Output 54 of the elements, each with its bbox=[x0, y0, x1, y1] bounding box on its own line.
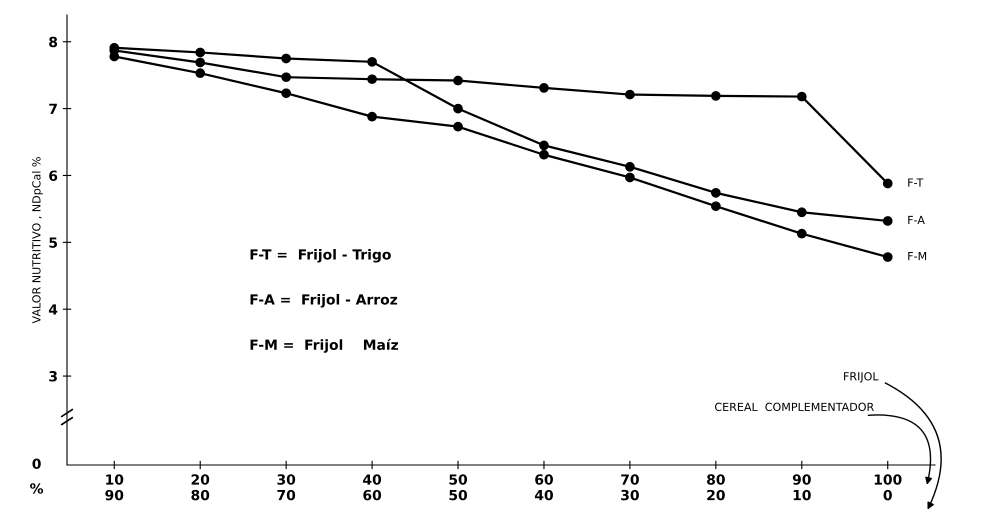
point bbox=[367, 74, 377, 84]
x-tick-label: 10 90 bbox=[105, 474, 124, 500]
annotation: FRIJOL bbox=[844, 372, 879, 383]
y-tick-label: 7 bbox=[49, 104, 57, 114]
point bbox=[281, 54, 292, 64]
point bbox=[710, 91, 721, 101]
x-tick-label: 30 70 bbox=[277, 474, 296, 500]
annotation: F-A = Frijol - Arroz bbox=[250, 294, 398, 308]
point bbox=[625, 172, 635, 182]
text: % bbox=[30, 483, 44, 494]
y-tick-label: 4 bbox=[48, 304, 58, 314]
x-tick-label: 40 60 bbox=[363, 474, 382, 500]
point bbox=[195, 68, 206, 78]
text: 0 bbox=[32, 458, 41, 470]
point bbox=[281, 88, 292, 98]
point bbox=[625, 90, 635, 100]
point bbox=[796, 228, 807, 239]
annotation: F-T = Frijol - Trigo bbox=[250, 248, 391, 263]
series-label: F-A bbox=[908, 216, 925, 224]
annotation: F-M = Frijol Maíz bbox=[250, 338, 398, 353]
point bbox=[539, 83, 549, 93]
point bbox=[710, 201, 721, 212]
series-label: F-T bbox=[908, 178, 924, 187]
point bbox=[453, 122, 463, 132]
point bbox=[710, 188, 721, 198]
point bbox=[796, 92, 807, 102]
y-tick-label: 6 bbox=[49, 170, 58, 181]
x-tick-label: 90 10 bbox=[792, 474, 811, 500]
point bbox=[367, 112, 377, 122]
y-tick-label: 8 bbox=[49, 36, 58, 48]
point bbox=[882, 252, 893, 262]
x-tick-label: 100 0 bbox=[874, 474, 902, 500]
point bbox=[882, 178, 893, 188]
y-tick-label: 3 bbox=[49, 371, 57, 382]
series-label: F-M bbox=[908, 252, 926, 260]
point bbox=[367, 56, 377, 67]
point bbox=[453, 104, 463, 114]
x-tick-label: 60 40 bbox=[534, 474, 553, 500]
point bbox=[453, 76, 463, 86]
point bbox=[625, 162, 635, 172]
y-tick-label: 5 bbox=[49, 237, 57, 248]
x-tick-label: 50 50 bbox=[449, 474, 468, 500]
annotation: CEREAL COMPLEMENTADOR bbox=[715, 402, 874, 412]
point bbox=[539, 150, 549, 160]
point bbox=[796, 207, 807, 218]
x-tick-label: 70 30 bbox=[621, 474, 639, 500]
point bbox=[539, 140, 549, 150]
point bbox=[195, 58, 206, 68]
point bbox=[195, 48, 206, 58]
point bbox=[882, 216, 893, 226]
x-tick-label: 20 80 bbox=[191, 474, 210, 500]
point bbox=[281, 72, 292, 82]
x-tick-label: 80 20 bbox=[707, 474, 725, 500]
y-axis-title: VALOR NUTRITIVO , NDpCal % bbox=[32, 157, 43, 324]
